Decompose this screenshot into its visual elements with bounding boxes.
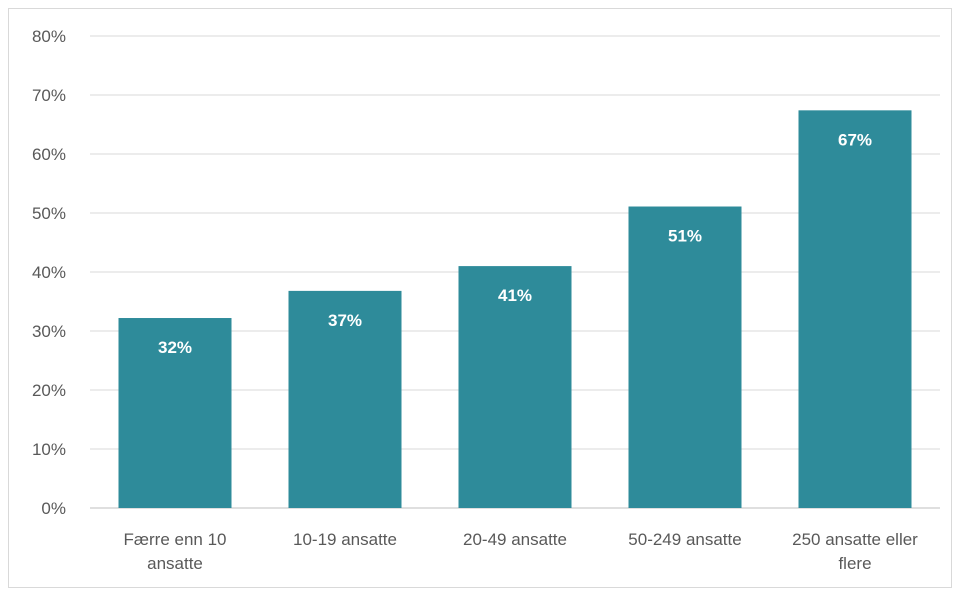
y-tick-label: 70%	[32, 86, 66, 105]
category-label: 20-49 ansatte	[463, 530, 567, 549]
data-label: 41%	[498, 286, 532, 305]
category-label-line: 250 ansatte eller	[792, 530, 918, 549]
category-label: 50-249 ansatte	[628, 530, 741, 549]
y-tick-label: 20%	[32, 381, 66, 400]
y-tick-label: 40%	[32, 263, 66, 282]
bar	[458, 266, 572, 508]
category-label: Færre enn 10 ansatte	[124, 530, 227, 573]
category-label-line: flere	[838, 554, 871, 573]
bar	[798, 110, 912, 508]
y-tick-label: 30%	[32, 322, 66, 341]
category-label-line: ansatte	[147, 554, 203, 573]
category-label-line: 50-249 ansatte	[628, 530, 741, 549]
category-label-line: 10-19 ansatte	[293, 530, 397, 549]
y-tick-label: 50%	[32, 204, 66, 223]
category-label-line: Færre enn 10	[124, 530, 227, 549]
category-label: 10-19 ansatte	[293, 530, 397, 549]
data-label: 32%	[158, 338, 192, 357]
y-tick-label: 0%	[41, 499, 66, 518]
data-label: 37%	[328, 311, 362, 330]
data-label: 67%	[838, 130, 872, 149]
category-label-line: 20-49 ansatte	[463, 530, 567, 549]
y-tick-label: 10%	[32, 440, 66, 459]
y-tick-label: 80%	[32, 27, 66, 46]
bar	[288, 290, 402, 508]
bar	[628, 206, 742, 508]
data-label: 51%	[668, 227, 702, 246]
y-tick-label: 60%	[32, 145, 66, 164]
category-label: 250 ansatte eller flere	[792, 530, 918, 573]
bar	[118, 318, 232, 508]
